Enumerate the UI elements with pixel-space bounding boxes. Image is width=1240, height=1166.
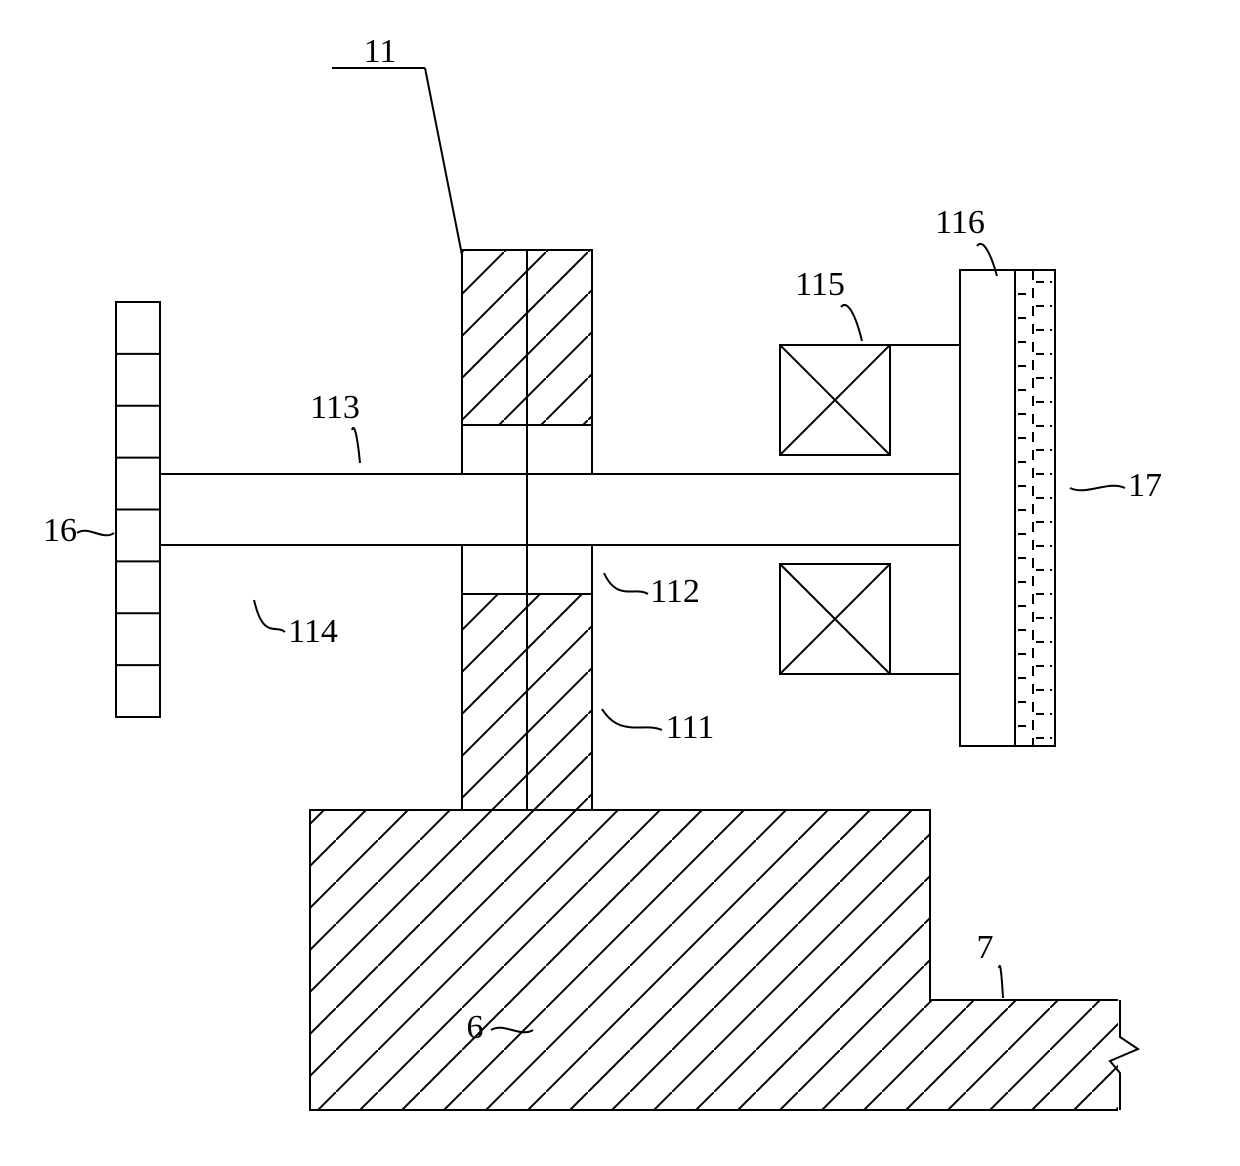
label-116: 116: [935, 204, 985, 241]
label-17: 17: [1128, 467, 1162, 504]
label-114: 114: [288, 613, 338, 650]
base-block: [310, 810, 1120, 1110]
label-113: 113: [310, 389, 360, 426]
label-11: 11: [364, 33, 397, 70]
label-115: 115: [795, 266, 845, 303]
label-7: 7: [977, 929, 994, 966]
plate-right: [960, 270, 1015, 746]
label-111: 111: [666, 709, 714, 746]
label-16: 16: [43, 512, 77, 549]
label-112: 112: [650, 573, 700, 610]
label-6: 6: [467, 1009, 484, 1046]
